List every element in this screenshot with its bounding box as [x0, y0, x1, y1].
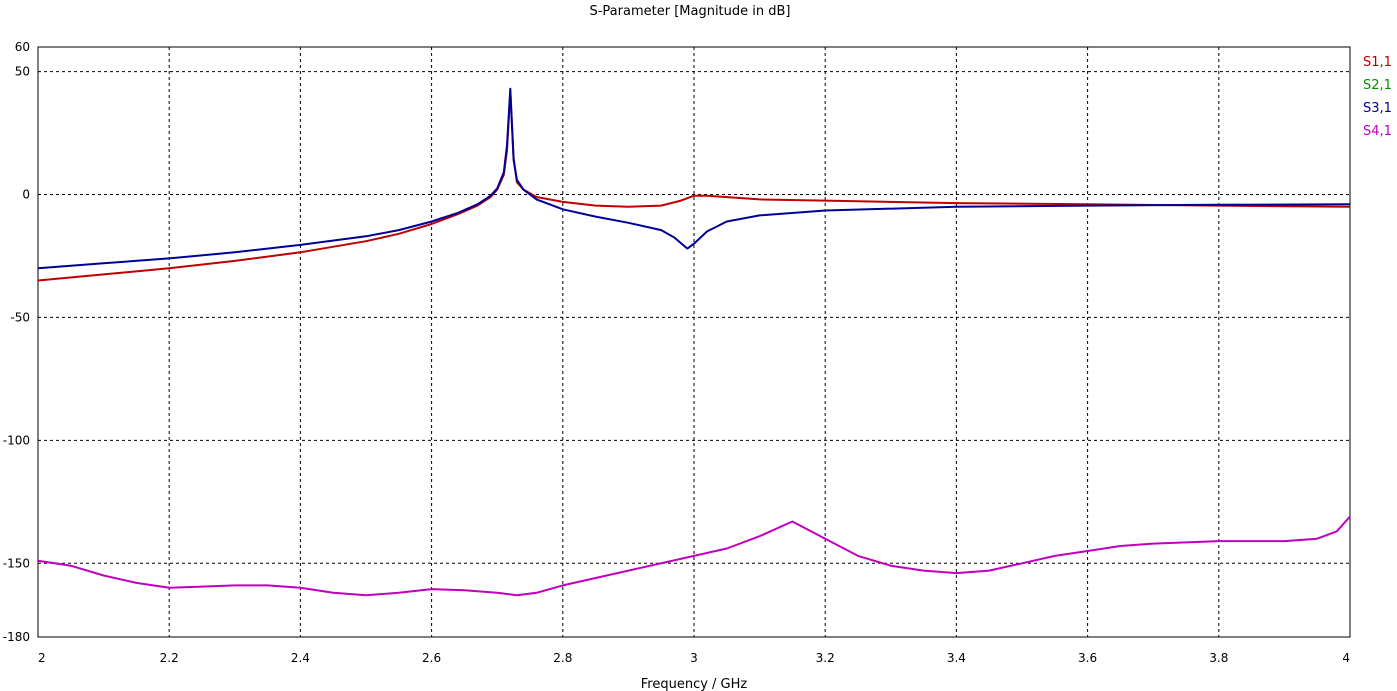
y-tick-label: -150	[3, 556, 30, 570]
legend-entry: S1,1	[1363, 55, 1392, 70]
y-tick-label: -100	[3, 433, 30, 447]
y-tick-label: -180	[3, 630, 30, 644]
legend-entry: S2,1	[1363, 78, 1392, 93]
legend-entry: S3,1	[1363, 101, 1392, 116]
x-tick-label: 3.8	[1209, 651, 1228, 665]
y-tick-label: -50	[10, 310, 30, 324]
x-tick-label: 3.2	[816, 651, 835, 665]
x-tick-label: 2.4	[291, 651, 310, 665]
x-tick-label: 3	[690, 651, 698, 665]
plot-area-frame	[37, 46, 1351, 638]
x-tick-label: 4	[1342, 651, 1350, 665]
y-tick-label: 50	[15, 65, 30, 79]
x-axis-ticks: 2 2.2 2.4 2.6 2.8 3 3.2 3.4 3.6 3.8 4	[38, 651, 1350, 665]
x-tick-label: 2.6	[422, 651, 441, 665]
legend: S1,1 S2,1 S3,1 S4,1	[1363, 55, 1392, 139]
x-tick-label: 2.8	[553, 651, 572, 665]
legend-entry: S4,1	[1363, 124, 1392, 139]
chart-title: S-Parameter [Magnitude in dB]	[589, 4, 790, 19]
x-axis-label: Frequency / GHz	[641, 677, 748, 691]
y-tick-label: 60	[15, 40, 30, 54]
series-line-s41	[37, 515, 1351, 597]
y-axis-ticks: 60 50 0 -50 -100 -150 -180	[3, 40, 30, 644]
series-lines	[37, 87, 1351, 597]
x-tick-label: 3.4	[947, 651, 966, 665]
grid	[38, 47, 1350, 637]
x-tick-label: 2.2	[160, 651, 179, 665]
series-line-s31	[37, 87, 1351, 270]
y-tick-label: 0	[22, 188, 30, 202]
x-tick-label: 3.6	[1078, 651, 1097, 665]
x-tick-label: 2	[38, 651, 46, 665]
